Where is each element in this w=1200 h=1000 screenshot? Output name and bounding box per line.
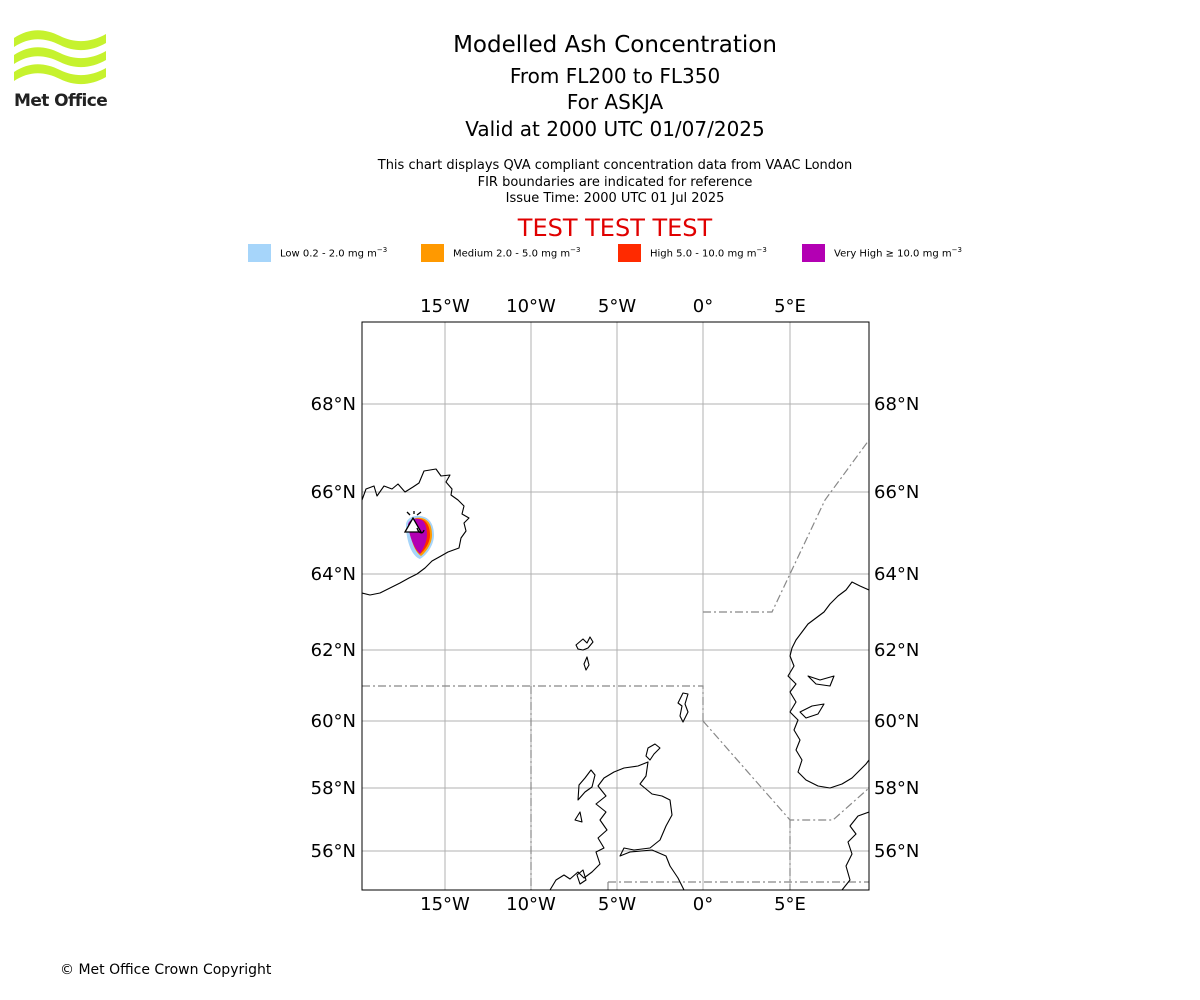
lat-tick-left: 56°N bbox=[311, 841, 356, 862]
chart-title: Modelled Ash Concentration bbox=[453, 32, 777, 58]
lat-tick-right: 62°N bbox=[874, 640, 919, 661]
legend-item-very-high: Very High ≥ 10.0 mg m−3 bbox=[802, 244, 962, 262]
description-line-2: FIR boundaries are indicated for referen… bbox=[477, 175, 753, 190]
met-office-waves-icon bbox=[14, 30, 106, 85]
legend-swatch-very-high bbox=[802, 244, 825, 262]
lon-tick-top: 15°W bbox=[420, 296, 470, 317]
lon-tick-bottom: 15°W bbox=[420, 894, 470, 915]
lat-tick-right: 56°N bbox=[874, 841, 919, 862]
lon-tick-bottom: 5°W bbox=[598, 894, 636, 915]
lon-tick-top: 5°W bbox=[598, 296, 636, 317]
coastlines bbox=[362, 468, 869, 890]
legend: Low 0.2 - 2.0 mg m−3 Medium 2.0 - 5.0 mg… bbox=[0, 244, 1200, 264]
lat-tick-left: 62°N bbox=[311, 640, 356, 661]
legend-swatch-low bbox=[248, 244, 271, 262]
legend-item-low: Low 0.2 - 2.0 mg m−3 bbox=[248, 244, 387, 262]
test-banner: TEST TEST TEST bbox=[517, 214, 713, 242]
lon-tick-top: 10°W bbox=[506, 296, 556, 317]
logo-text: Met Office bbox=[14, 91, 108, 111]
lon-tick-bottom: 0° bbox=[693, 894, 713, 915]
volcano-name: For ASKJA bbox=[566, 90, 664, 114]
lat-tick-right: 68°N bbox=[874, 394, 919, 415]
map-grid bbox=[362, 322, 869, 890]
fir-boundaries bbox=[362, 439, 869, 890]
lat-tick-left: 68°N bbox=[311, 394, 356, 415]
lat-tick-right: 64°N bbox=[874, 564, 919, 585]
lon-tick-top: 0° bbox=[693, 296, 713, 317]
issue-time: Issue Time: 2000 UTC 01 Jul 2025 bbox=[505, 191, 725, 206]
legend-swatch-medium bbox=[421, 244, 444, 262]
lat-tick-left: 60°N bbox=[311, 711, 356, 732]
lat-tick-left: 66°N bbox=[311, 482, 356, 503]
lat-tick-left: 58°N bbox=[311, 778, 356, 799]
lat-tick-right: 58°N bbox=[874, 778, 919, 799]
lat-tick-left: 64°N bbox=[311, 564, 356, 585]
lon-tick-bottom: 5°E bbox=[774, 894, 806, 915]
description-line-1: This chart displays QVA compliant concen… bbox=[377, 158, 853, 173]
volcano-marker-icon bbox=[403, 511, 425, 534]
legend-item-medium: Medium 2.0 - 5.0 mg m−3 bbox=[421, 244, 580, 262]
map-frame bbox=[361, 321, 870, 891]
legend-swatch-high bbox=[618, 244, 641, 262]
lon-tick-bottom: 10°W bbox=[506, 894, 556, 915]
legend-item-high: High 5.0 - 10.0 mg m−3 bbox=[618, 244, 767, 262]
lon-tick-top: 5°E bbox=[774, 296, 806, 317]
lat-tick-right: 60°N bbox=[874, 711, 919, 732]
met-office-logo: Met Office bbox=[14, 30, 108, 112]
flight-levels: From FL200 to FL350 bbox=[509, 64, 721, 88]
lat-tick-right: 66°N bbox=[874, 482, 919, 503]
copyright-notice: © Met Office Crown Copyright bbox=[60, 962, 272, 978]
valid-time: Valid at 2000 UTC 01/07/2025 bbox=[465, 117, 765, 141]
